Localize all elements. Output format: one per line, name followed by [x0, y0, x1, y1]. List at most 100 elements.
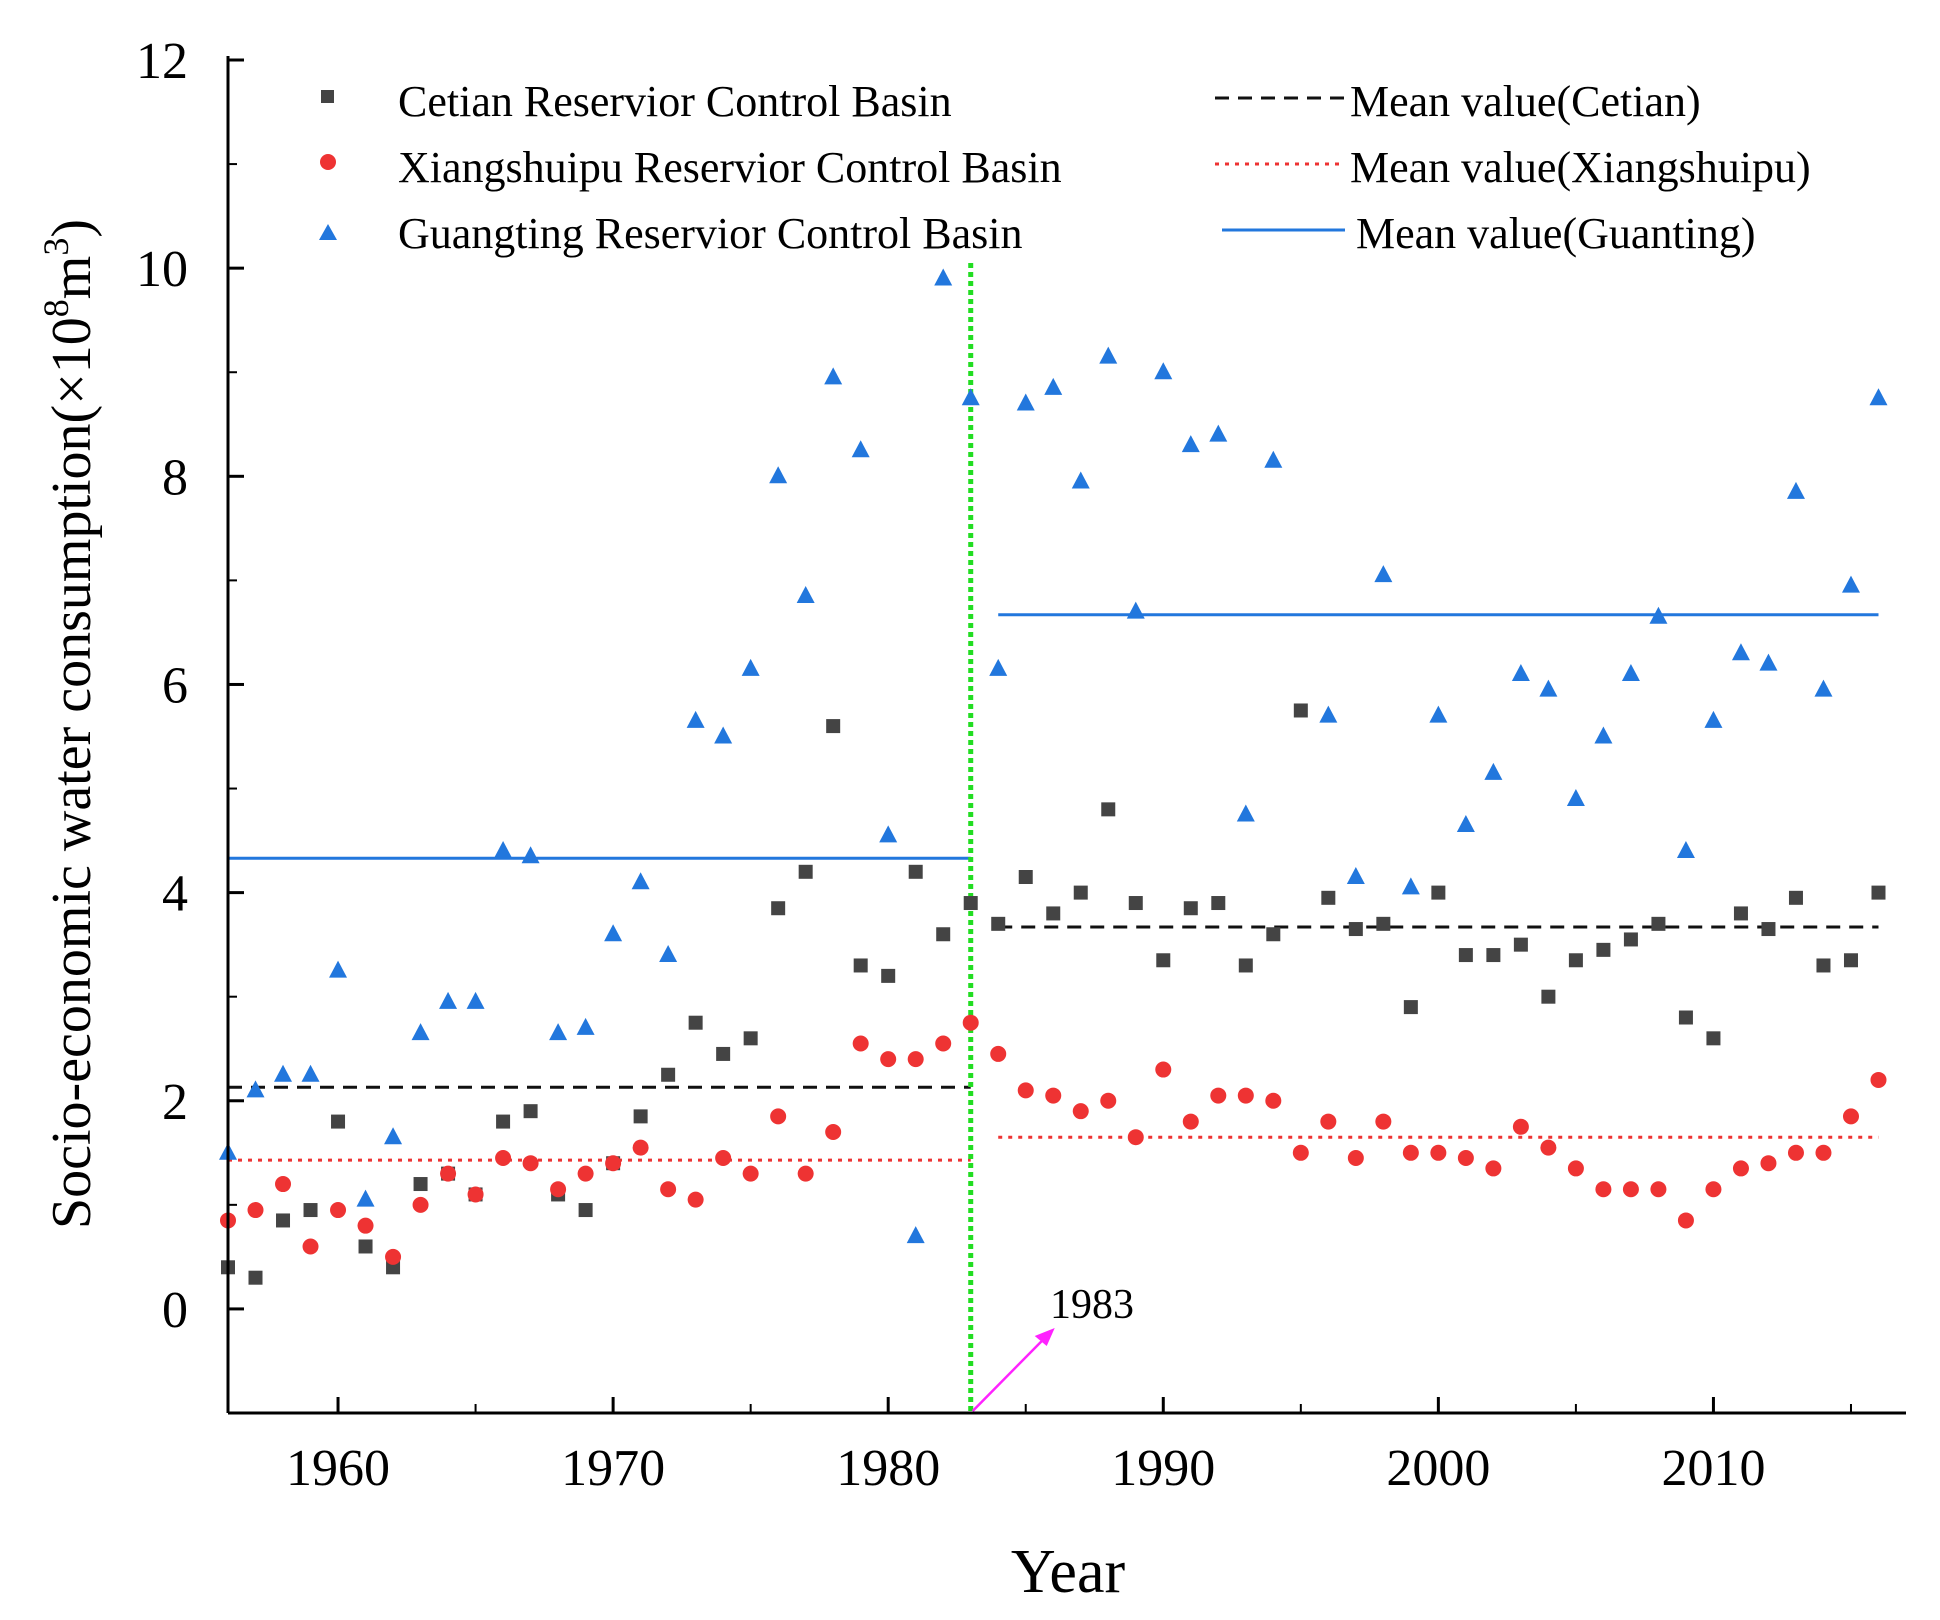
point-cetian: [881, 968, 896, 983]
point-xiangshuipu: [1072, 1103, 1089, 1120]
point-guangting: [494, 840, 513, 858]
point-cetian: [1073, 885, 1088, 900]
point-cetian: [1651, 916, 1666, 931]
point-guangting: [989, 658, 1008, 676]
point-xiangshuipu: [1237, 1087, 1254, 1104]
legend-triangle-marker: [319, 224, 337, 240]
point-cetian: [1128, 896, 1143, 911]
point-guangting: [1099, 346, 1118, 364]
legend-item-guangting: Guangting Reservior Control Basin: [319, 209, 1023, 258]
point-guangting: [934, 268, 953, 286]
point-guangting: [1786, 481, 1805, 499]
point-cetian: [633, 1109, 648, 1124]
point-cetian: [1843, 953, 1858, 968]
point-guangting: [246, 1080, 265, 1098]
point-cetian: [1293, 703, 1308, 718]
point-cetian: [1101, 802, 1116, 817]
point-cetian: [1706, 1031, 1721, 1046]
point-guangting: [1649, 606, 1668, 624]
point-cetian: [688, 1015, 703, 1030]
point-cetian: [798, 864, 813, 879]
legend-item-mean-guanting: Mean value(Guanting): [1222, 209, 1756, 258]
legend-label-xiangshuipu: Xiangshuipu Reservior Control Basin: [398, 143, 1062, 192]
point-guangting: [521, 846, 540, 864]
point-cetian: [771, 901, 786, 916]
point-guangting: [1621, 664, 1640, 682]
point-cetian: [358, 1239, 373, 1254]
point-cetian: [1541, 989, 1556, 1004]
point-cetian: [1321, 890, 1336, 905]
point-guangting: [1594, 726, 1613, 744]
point-cetian: [523, 1104, 538, 1119]
point-guangting: [1484, 762, 1503, 780]
point-guangting: [1209, 424, 1228, 442]
point-guangting: [1429, 705, 1448, 723]
point-xiangshuipu: [1210, 1087, 1227, 1104]
y-tick-label: 8: [162, 449, 188, 506]
point-guangting: [604, 924, 623, 942]
point-cetian: [1623, 932, 1638, 947]
point-cetian: [908, 864, 923, 879]
point-xiangshuipu: [247, 1202, 264, 1219]
point-cetian: [248, 1270, 263, 1285]
point-xiangshuipu: [1402, 1144, 1419, 1161]
point-guangting: [961, 388, 980, 406]
point-guangting: [879, 825, 898, 843]
point-xiangshuipu: [1375, 1113, 1392, 1130]
point-cetian: [991, 916, 1006, 931]
point-cetian: [1156, 953, 1171, 968]
point-xiangshuipu: [495, 1150, 512, 1167]
point-cetian: [413, 1177, 428, 1192]
y-axis-label-exp1: 8: [36, 299, 76, 317]
point-guangting: [769, 466, 788, 484]
point-xiangshuipu: [770, 1108, 787, 1125]
point-xiangshuipu: [797, 1165, 814, 1182]
point-xiangshuipu: [605, 1155, 622, 1172]
point-cetian: [1568, 953, 1583, 968]
point-xiangshuipu: [962, 1014, 979, 1031]
legend-label-cetian: Cetian Reservior Control Basin: [398, 77, 952, 126]
point-xiangshuipu: [522, 1155, 539, 1172]
point-xiangshuipu: [1512, 1118, 1529, 1135]
point-xiangshuipu: [907, 1051, 924, 1068]
legend-label-guangting: Guangting Reservior Control Basin: [398, 209, 1023, 258]
point-xiangshuipu: [1347, 1150, 1364, 1167]
point-xiangshuipu: [1100, 1092, 1117, 1109]
point-xiangshuipu: [990, 1045, 1007, 1062]
point-guangting: [714, 726, 733, 744]
point-xiangshuipu: [1677, 1212, 1694, 1229]
point-cetian: [1788, 890, 1803, 905]
point-guangting: [1841, 575, 1860, 593]
point-cetian: [963, 896, 978, 911]
mean-lines: [228, 613, 1879, 1162]
point-xiangshuipu: [1485, 1160, 1502, 1177]
legend-item-xiangshuipu: Xiangshuipu Reservior Control Basin: [320, 143, 1062, 192]
point-guangting: [1566, 788, 1585, 806]
legend: Cetian Reservior Control Basin Xiangshui…: [319, 77, 1811, 258]
point-xiangshuipu: [715, 1150, 732, 1167]
point-cetian: [1046, 906, 1061, 921]
legend-label-mean-cetian: Mean value(Cetian): [1350, 77, 1701, 126]
point-cetian: [853, 958, 868, 973]
change-point-marker: [968, 262, 1055, 1413]
point-guangting: [576, 1017, 595, 1035]
point-guangting: [1154, 362, 1173, 380]
point-cetian: [578, 1203, 593, 1218]
point-guangting: [1236, 804, 1255, 822]
point-guangting: [356, 1189, 375, 1207]
y-tick-label: 12: [136, 33, 188, 90]
y-axis-label: Socio-economic water consumption(×108m3): [36, 219, 103, 1229]
legend-label-mean-xiangshuipu: Mean value(Xiangshuipu): [1350, 143, 1811, 192]
point-xiangshuipu: [1732, 1160, 1749, 1177]
point-guangting: [824, 367, 843, 385]
point-cetian: [1348, 922, 1363, 937]
point-guangting: [1016, 393, 1035, 411]
point-guangting: [301, 1064, 320, 1082]
y-tick-label: 2: [162, 1074, 188, 1131]
point-cetian: [331, 1114, 346, 1129]
point-xiangshuipu: [742, 1165, 759, 1182]
axes: 0 2 4 6 8 10 12 1960 1970 1980 1990 2000 2010: [136, 33, 1906, 1497]
point-xiangshuipu: [632, 1139, 649, 1156]
point-guangting: [1044, 377, 1063, 395]
point-cetian: [661, 1067, 676, 1082]
